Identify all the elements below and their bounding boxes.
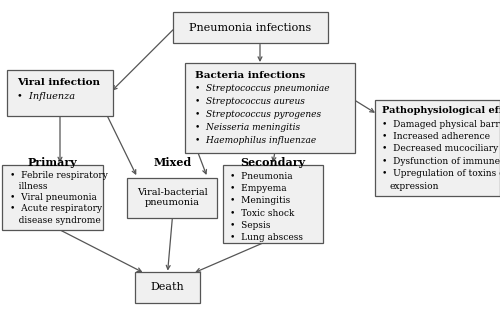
Text: •  Acute respiratory: • Acute respiratory [10,204,102,214]
Text: •  Meningitis: • Meningitis [230,196,290,205]
FancyBboxPatch shape [172,12,328,43]
Text: Primary: Primary [28,157,78,168]
FancyBboxPatch shape [2,165,102,230]
Text: •  Streptococcus pneumoniae: • Streptococcus pneumoniae [195,84,330,94]
Text: •  Streptococcus aureus: • Streptococcus aureus [195,97,305,107]
Text: expression: expression [390,181,440,191]
Text: •  Sepsis: • Sepsis [230,221,270,230]
Text: Pneumonia infections: Pneumonia infections [189,23,311,33]
Text: Mixed: Mixed [154,157,192,168]
Text: illness: illness [10,182,48,191]
Text: Viral-bacterial
pneumonia: Viral-bacterial pneumonia [137,188,208,207]
Text: Secondary: Secondary [240,157,305,168]
Text: Death: Death [150,282,184,292]
Text: •  Increased adherence: • Increased adherence [382,132,490,141]
Text: •  Influenza: • Influenza [18,92,76,101]
Text: •  Viral pneumonia: • Viral pneumonia [10,193,97,202]
Text: •  Febrile respiratory: • Febrile respiratory [10,171,108,180]
FancyBboxPatch shape [222,165,322,243]
Text: •  Decreased mucociliary activity: • Decreased mucociliary activity [382,144,500,154]
Text: Bacteria infections: Bacteria infections [195,71,305,80]
Text: •  Pneumonia: • Pneumonia [230,171,292,181]
Text: •  Dysfunction of immune cell: • Dysfunction of immune cell [382,157,500,166]
FancyBboxPatch shape [128,178,218,218]
FancyBboxPatch shape [375,100,500,196]
Text: •  Toxic shock: • Toxic shock [230,209,294,218]
Text: •  Empyema: • Empyema [230,184,286,193]
FancyBboxPatch shape [8,70,113,116]
Text: •  Streptococcus pyrogenes: • Streptococcus pyrogenes [195,110,321,120]
FancyBboxPatch shape [185,63,355,153]
Text: disease syndrome: disease syndrome [10,215,101,225]
Text: Pathophysiological effects: Pathophysiological effects [382,106,500,115]
Text: •  Upregulation of toxins genes: • Upregulation of toxins genes [382,169,500,178]
Text: •  Lung abscess: • Lung abscess [230,233,303,243]
Text: •  Damaged physical barriers: • Damaged physical barriers [382,120,500,129]
FancyBboxPatch shape [135,272,200,303]
Text: Viral infection: Viral infection [18,78,100,87]
Text: •  Neisseria meningitis: • Neisseria meningitis [195,123,300,133]
Text: •  Haemophilus influenzae: • Haemophilus influenzae [195,136,316,146]
